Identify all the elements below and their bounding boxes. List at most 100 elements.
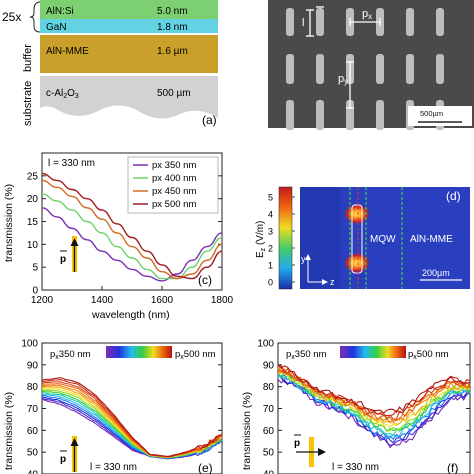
range-left-e: px350 nm (50, 349, 91, 361)
legend-c: px 350 nm px 400 nm px 450 nm px 500 nm (127, 156, 219, 214)
series-line-3 (41, 179, 223, 280)
ylabel-f: transmission (%) (241, 392, 253, 470)
y-tick-label: 20 (27, 194, 39, 205)
legend-entry: px 500 nm (152, 199, 196, 210)
series-line-1 (41, 207, 223, 282)
nanopillar (376, 100, 384, 130)
side-label-substrate: substrate (22, 81, 34, 126)
annotation-e: l = 330 nm (90, 462, 137, 473)
series-lines-f (277, 364, 471, 449)
y-tick-label: 80 (263, 382, 275, 393)
y-tick-label: 5 (32, 263, 38, 274)
series-line-2 (41, 193, 223, 280)
y-tick-label: 25 (27, 171, 39, 182)
series-line-15 (277, 365, 471, 414)
y-tick-label: 100 (257, 339, 274, 350)
layer-gan (40, 19, 218, 33)
panel-f-tag: (f) (447, 461, 458, 474)
panel-c-tag: (c) (198, 273, 212, 287)
series-line-3 (277, 373, 471, 444)
nanopillar (316, 8, 324, 36)
series-line-10 (277, 365, 471, 425)
layer-name-gan: GaN (46, 22, 67, 33)
nanopillar (286, 100, 294, 130)
axis-y-arrowhead (305, 254, 311, 260)
colorbar-ticks: 5 4 3 2 1 0 (268, 193, 295, 288)
x-tick-label: 1200 (31, 295, 54, 306)
repeat-brace (29, 1, 41, 33)
series-line-10 (42, 386, 223, 459)
aln-label: AlN-MME (410, 234, 453, 245)
side-label-buffer: buffer (22, 44, 34, 72)
panel-d-tag: (d) (446, 189, 461, 203)
panel-c: 0 5 10 15 20 25 1200 1400 1600 1800 l = 330 nm px… (3, 152, 234, 321)
layer-aln-mme (40, 35, 218, 73)
d-scalebar-label: 200µm (422, 268, 450, 278)
series-line-15 (41, 377, 223, 457)
ylabel-c: transmission (%) (3, 184, 15, 262)
y-tick-label: 60 (263, 426, 275, 437)
series-line-2 (41, 397, 223, 460)
polarization-label-c: p (60, 254, 66, 265)
axis-ticks-c: 0 5 10 15 20 25 1200 1400 1600 1800 (27, 171, 234, 306)
polarization-label-e: p (60, 454, 66, 465)
repeat-label: 25x (2, 10, 21, 24)
layer-name-substrate: c-Al2O3 (46, 88, 79, 100)
xlabel-c: wavelength (nm) (91, 309, 170, 321)
series-line-4 (41, 172, 223, 280)
nanopillar (376, 54, 384, 84)
legend-entry: px 350 nm (152, 160, 196, 171)
layer-thickness-alnsi: 5.0 nm (157, 6, 188, 17)
colorbar-label: Ez (V/m) (255, 221, 267, 258)
layer-thickness-substrate: 500 µm (157, 88, 191, 99)
length-marker (306, 6, 324, 37)
y-tick-label: 10 (27, 240, 39, 251)
y-tick-label: 50 (263, 448, 275, 459)
panel-a-tag: (a) (202, 113, 217, 127)
legend-entry: px 450 nm (152, 186, 196, 197)
colorbar-tick-label: 5 (268, 193, 273, 203)
layer-thickness-gan: 1.8 nm (157, 22, 188, 33)
series-line-12 (277, 367, 471, 423)
polarization-arrowhead-f (318, 448, 326, 456)
px-marker (349, 18, 381, 26)
nanopillar (436, 8, 444, 36)
py-marker (346, 61, 354, 109)
layer-alnsi (40, 0, 218, 19)
range-left-f: px350 nm (286, 349, 327, 361)
layer-name-aln-mme: AlN-MME (46, 46, 89, 57)
series-line-2 (277, 374, 471, 446)
length-label: l (302, 17, 304, 29)
nanopillar (286, 8, 294, 36)
polarization-label-f: p (294, 438, 300, 449)
field-map-shade-left (300, 187, 340, 289)
nanopillar (351, 204, 363, 274)
colorbar-tick-label: 1 (268, 261, 273, 271)
y-tick-label: 70 (27, 404, 39, 415)
series-line-5 (41, 393, 223, 459)
x-tick-label: 1600 (151, 295, 174, 306)
nanopillar (406, 8, 414, 36)
layer-substrate (40, 76, 218, 119)
y-tick-label: 0 (32, 286, 38, 297)
nanopillar (436, 54, 444, 84)
y-tick-label: 90 (263, 360, 275, 371)
px-label: px (362, 8, 372, 21)
series-lines-e (41, 377, 223, 460)
y-tick-label: 90 (27, 360, 39, 371)
panel-e-tag: (e) (198, 461, 213, 474)
nanopillar (316, 54, 324, 84)
spectrum-bar-e (106, 346, 172, 358)
panel-a: 25x AlN:Si 5.0 nm GaN 1.8 nm AlN-MME 1.6… (2, 0, 218, 127)
y-tick-label: 40 (27, 470, 39, 474)
y-tick-label: 15 (27, 217, 39, 228)
polarization-arrowhead-c (70, 238, 79, 246)
colorbar-tick-label: 0 (268, 278, 273, 288)
y-tick-label: 40 (263, 470, 275, 474)
scalebar-label: 500µm (420, 109, 443, 118)
y-tick-label: 80 (27, 382, 39, 393)
hotspot-upper (343, 203, 371, 225)
series-line-8 (277, 371, 471, 432)
x-tick-label: 1400 (91, 295, 114, 306)
